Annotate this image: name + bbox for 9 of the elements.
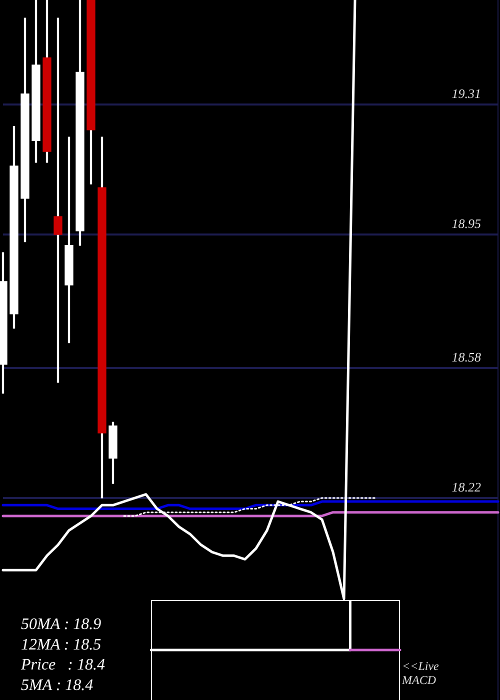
y-tick-label: 19.31	[452, 86, 481, 102]
y-tick-label: 18.58	[452, 349, 482, 364]
annotation: 50MA : 18.9	[21, 616, 102, 634]
y-tick-label: 18.22	[452, 479, 482, 494]
annotation: <<Live MACD	[401, 659, 440, 687]
annotation: Price : 18.4	[20, 656, 105, 674]
y-tick-label: 18.95	[452, 216, 482, 231]
annotation: 5MA : 18.4	[21, 677, 94, 694]
annotation: 12MA : 18.5	[21, 636, 102, 654]
